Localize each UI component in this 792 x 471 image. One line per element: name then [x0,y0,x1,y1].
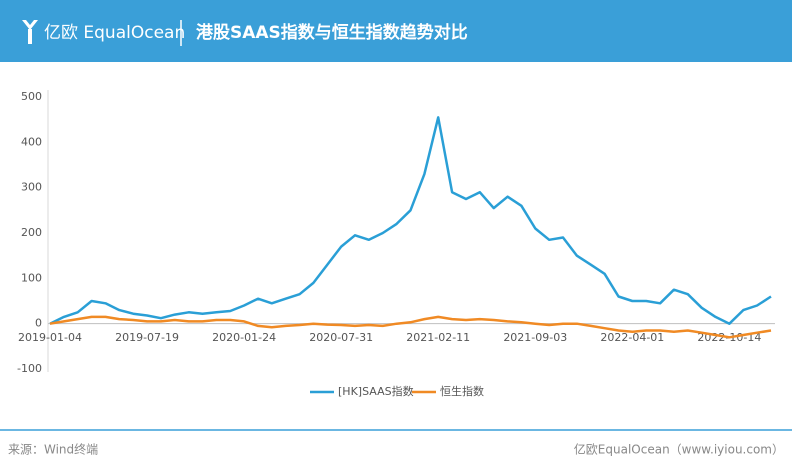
chart-title: 港股SAAS指数与恒生指数趋势对比 [196,22,468,43]
x-tick-label: 2020-01-24 [212,331,276,344]
legend-label: 恒生指数 [440,384,484,398]
series-line [49,315,772,339]
credit: 亿欧EqualOcean（www.iyiou.com） [574,442,784,457]
x-tick-label: 2022-04-01 [600,331,664,344]
y-tick-label: 200 [21,226,42,239]
y-tick-label: 0 [35,317,42,330]
header-band [0,0,792,62]
x-tick-label: 2019-07-19 [115,331,179,344]
series-line [49,116,772,325]
logo-icon [22,20,38,44]
y-tick-label: 100 [21,271,42,284]
y-tick-label: 400 [21,135,42,148]
x-tick-label: 2021-09-03 [503,331,567,344]
y-tick-label: -100 [17,362,42,375]
legend-label: [HK]SAAS指数 [338,384,414,398]
y-tick-label: 300 [21,181,42,194]
logo-text: 亿欧 EqualOcean [44,23,185,43]
x-tick-label: 2019-01-04 [18,331,82,344]
source: 来源：Wind终端 [8,442,98,457]
y-tick-label: 500 [21,90,42,103]
x-tick-label: 2021-02-11 [406,331,470,344]
x-tick-label: 2020-07-31 [309,331,373,344]
